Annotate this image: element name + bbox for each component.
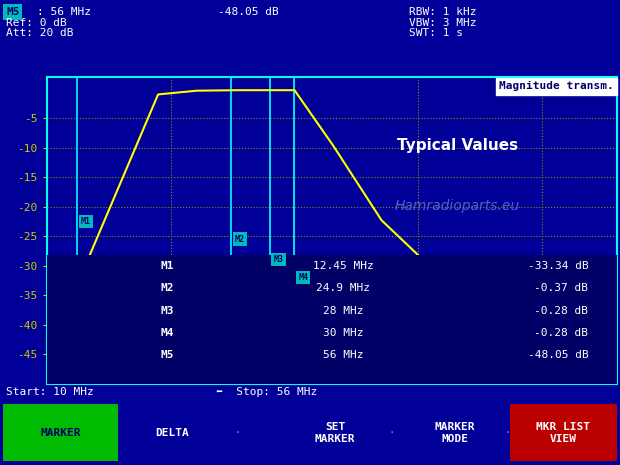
Text: M3: M3 <box>161 306 174 316</box>
Text: Start: 10 MHz: Start: 10 MHz <box>6 387 94 397</box>
Text: MARKER
MODE: MARKER MODE <box>435 422 476 444</box>
Text: SET
MARKER: SET MARKER <box>315 422 355 444</box>
Text: 24.9 MHz: 24.9 MHz <box>316 283 370 293</box>
Text: M1: M1 <box>161 261 174 271</box>
Text: : 56 MHz: : 56 MHz <box>37 7 91 17</box>
Text: Hamradioparts.eu: Hamradioparts.eu <box>394 199 520 213</box>
Text: 28 MHz: 28 MHz <box>323 306 363 316</box>
Text: M1: M1 <box>81 217 91 226</box>
Text: Magnitude transm.: Magnitude transm. <box>499 81 614 91</box>
Text: -0.28 dB: -0.28 dB <box>534 328 588 338</box>
Text: M5: M5 <box>6 7 20 17</box>
Bar <box>46 255 617 384</box>
Text: 12.45 MHz: 12.45 MHz <box>312 261 373 271</box>
Text: MKR LIST
VIEW: MKR LIST VIEW <box>536 422 590 444</box>
Text: Typical Values: Typical Values <box>397 138 518 153</box>
Text: RBW: 1 kHz: RBW: 1 kHz <box>409 7 477 17</box>
Text: -48.05 dB: -48.05 dB <box>528 351 588 360</box>
Text: 56 MHz: 56 MHz <box>323 351 363 360</box>
Text: ·: · <box>506 426 510 440</box>
Text: -33.34 dB: -33.34 dB <box>528 261 588 271</box>
Text: Ref: 0 dB: Ref: 0 dB <box>6 18 67 28</box>
Text: Att: 20 dB: Att: 20 dB <box>6 28 74 39</box>
Text: -0.37 dB: -0.37 dB <box>534 283 588 293</box>
Text: 30 MHz: 30 MHz <box>323 328 363 338</box>
Text: M2: M2 <box>235 234 245 244</box>
Text: M4: M4 <box>161 328 174 338</box>
Text: -48.05 dB: -48.05 dB <box>218 7 278 17</box>
Text: ·: · <box>390 426 394 440</box>
Text: VBW: 3 MHz: VBW: 3 MHz <box>409 18 477 28</box>
Text: ⬅  Stop: 56 MHz: ⬅ Stop: 56 MHz <box>216 387 317 397</box>
Text: DELTA: DELTA <box>155 428 189 438</box>
Text: MARKER: MARKER <box>40 428 81 438</box>
Text: -0.28 dB: -0.28 dB <box>534 306 588 316</box>
Text: SWT: 1 s: SWT: 1 s <box>409 28 463 39</box>
Text: M4: M4 <box>298 273 308 282</box>
Text: ·: · <box>236 426 240 440</box>
Text: M3: M3 <box>273 255 283 264</box>
Bar <box>510 404 617 461</box>
Text: M2: M2 <box>161 283 174 293</box>
Bar <box>3 404 118 461</box>
Text: M5: M5 <box>161 351 174 360</box>
